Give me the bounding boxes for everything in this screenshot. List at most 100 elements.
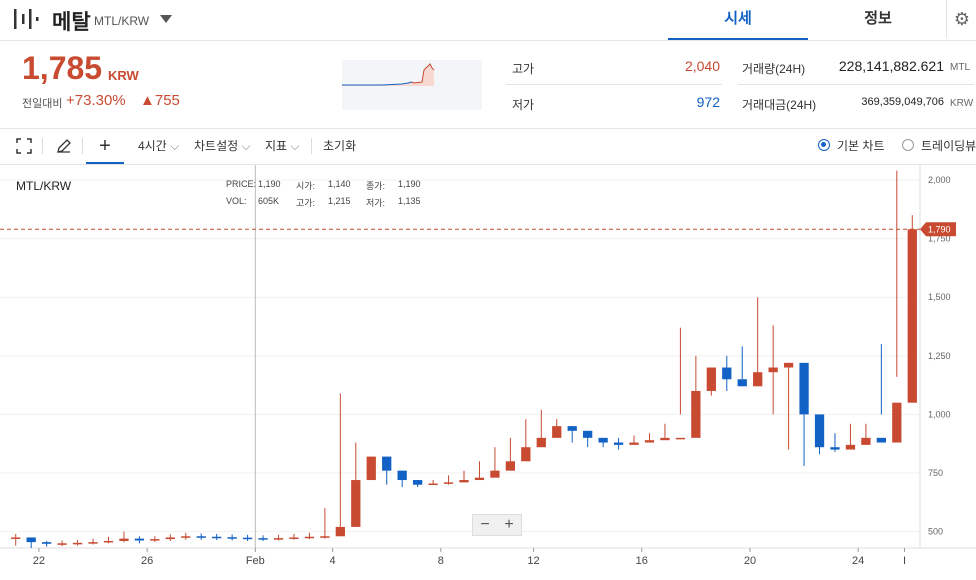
- candle-body: [644, 440, 655, 443]
- candle-body: [660, 437, 670, 441]
- candle-body: [196, 536, 206, 538]
- candle-body: [181, 536, 191, 538]
- y-tick-label: 2,000: [928, 175, 951, 185]
- trading-view-label[interactable]: 트레이딩뷰: [921, 139, 976, 153]
- candle-body: [753, 372, 763, 387]
- legend-low-label: 저가:: [366, 198, 386, 208]
- current-price-tag: [920, 222, 956, 237]
- coin-pair[interactable]: MTL/KRW: [94, 14, 150, 28]
- candle-body: [830, 447, 840, 450]
- crosshair-icon[interactable]: +: [86, 128, 124, 164]
- candle-body: [258, 538, 268, 540]
- legend-high-label: 고가:: [296, 198, 316, 208]
- candle-body: [242, 537, 253, 540]
- candle-body: [103, 540, 114, 543]
- pencil-icon[interactable]: [56, 138, 72, 154]
- chart-toolbar: + 4시간 ⌵ 차트설정 ⌵ 지표 ⌵ 초기화 기본 차트 트레이딩뷰: [0, 128, 976, 165]
- x-tick-label: 16: [636, 555, 648, 567]
- price-unit: KRW: [108, 68, 139, 83]
- x-tick-label: I: [903, 555, 906, 567]
- candle-body: [613, 442, 624, 445]
- candle-body: [227, 537, 237, 539]
- candle-body: [737, 379, 747, 387]
- legend-close-label: 종가:: [366, 181, 386, 191]
- y-tick-label: 750: [928, 468, 943, 478]
- candle-body: [72, 542, 83, 545]
- candlestick-chart[interactable]: 500 750 1,000 1,250 1,500 1,750 2,000 22 26 Feb 4 8…: [0, 165, 976, 580]
- chart-settings-label: 차트설정: [194, 139, 239, 153]
- tab-quote[interactable]: 시세: [668, 0, 808, 40]
- candle-body: [876, 437, 886, 443]
- price-summary: 1,785 KRW 전일대비 +73.30% ▲755 고가 2,040 저가 …: [0, 40, 976, 129]
- candle-body: [474, 477, 485, 481]
- candle-body: [11, 537, 21, 539]
- candle-body: [907, 229, 917, 403]
- legend-open-label: 시가:: [296, 181, 316, 191]
- fullscreen-icon[interactable]: [16, 138, 32, 154]
- candle-body: [768, 367, 778, 373]
- candle-body: [88, 542, 98, 544]
- low-value: 972: [696, 94, 720, 110]
- x-tick-label: 24: [852, 555, 864, 567]
- metal-logo: [14, 9, 39, 29]
- chevron-down-icon[interactable]: [160, 15, 172, 23]
- y-tick-label: 1,500: [928, 292, 951, 302]
- legend-vol-label: VOL:: [226, 196, 247, 206]
- coin-name[interactable]: 메탈: [52, 11, 91, 34]
- candle-body: [335, 526, 345, 537]
- chart-settings-button[interactable]: 차트설정 ⌵: [194, 139, 251, 153]
- candle-body: [521, 447, 531, 462]
- volume-unit: MTL: [950, 62, 970, 73]
- candle-body: [583, 430, 593, 438]
- candle-body: [629, 442, 639, 445]
- x-tick-label: 8: [438, 555, 444, 567]
- y-tick-label: 1,000: [928, 409, 951, 419]
- candle-body: [691, 390, 701, 438]
- candle-body: [706, 367, 716, 391]
- legend-high-value: 1,215: [328, 196, 351, 206]
- candle-body: [412, 480, 423, 485]
- candle-body: [382, 456, 392, 471]
- legend-price-label: PRICE:: [226, 179, 257, 189]
- candle-body: [443, 482, 454, 484]
- divider: [506, 84, 722, 85]
- x-tick-label: 20: [744, 555, 756, 567]
- candle-body: [722, 367, 732, 380]
- mini-chart: [342, 60, 482, 110]
- change-amount: ▲755: [140, 92, 180, 109]
- basic-chart-label[interactable]: 기본 차트: [837, 139, 885, 153]
- price-chart[interactable]: 500 750 1,000 1,250 1,500 1,750 2,000 22 26 Feb 4 8…: [0, 165, 976, 580]
- plus-icon[interactable]: +: [504, 516, 514, 533]
- amount-value: 369,359,049,706: [861, 96, 944, 108]
- legend-open-value: 1,140: [328, 179, 351, 189]
- candle-body: [598, 437, 608, 443]
- candle-body: [212, 536, 222, 539]
- candle-body: [57, 543, 67, 545]
- x-tick-label: 26: [141, 555, 153, 567]
- high-label: 고가: [512, 62, 535, 76]
- candle-body: [165, 537, 175, 540]
- x-tick-label: Feb: [246, 555, 265, 567]
- legend-vol-value: 605K: [258, 196, 280, 206]
- interval-select[interactable]: 4시간 ⌵: [138, 139, 180, 153]
- divider: [42, 138, 43, 154]
- candle-body: [799, 362, 809, 415]
- tab-info[interactable]: 정보: [864, 10, 892, 27]
- indicators-button[interactable]: 지표 ⌵: [265, 139, 300, 153]
- candle-body: [42, 542, 52, 544]
- divider: [82, 138, 83, 154]
- reset-button[interactable]: 초기화: [323, 139, 357, 153]
- gear-icon[interactable]: ⚙: [946, 0, 976, 38]
- trading-view-radio[interactable]: [902, 139, 914, 151]
- candle-body: [273, 538, 284, 540]
- interval-label: 4시간: [138, 139, 167, 153]
- y-tick-label: 1,250: [928, 351, 951, 361]
- candle-body: [304, 536, 315, 539]
- minus-icon[interactable]: −: [480, 516, 490, 533]
- current-price-tag-label: 1,790: [928, 224, 951, 234]
- candle-body: [845, 444, 856, 450]
- basic-chart-radio[interactable]: [818, 139, 830, 151]
- y-tick-label: 1,750: [928, 234, 951, 244]
- chart-pair-label: MTL/KRW: [16, 179, 72, 193]
- candle-body: [552, 426, 562, 438]
